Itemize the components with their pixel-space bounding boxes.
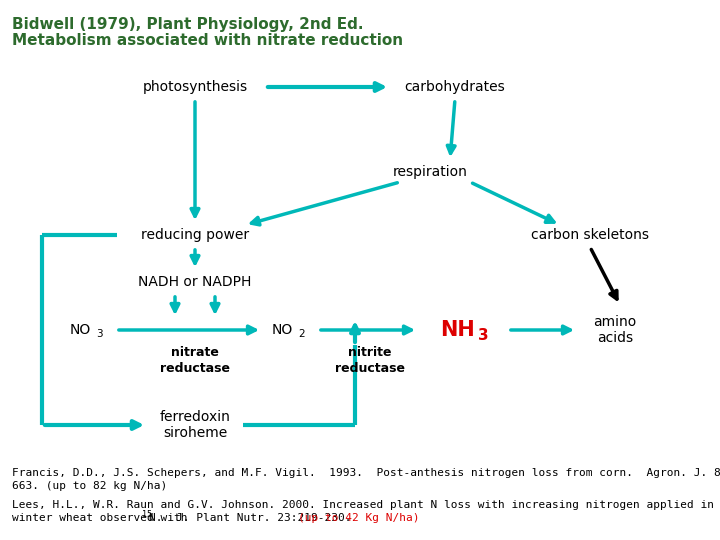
- Text: NADH or NADPH: NADH or NADPH: [138, 275, 252, 289]
- Text: reducing power: reducing power: [141, 228, 249, 242]
- Text: Francis, D.D., J.S. Schepers, and M.F. Vigil.  1993.  Post-anthesis nitrogen los: Francis, D.D., J.S. Schepers, and M.F. V…: [12, 468, 720, 478]
- Text: reductase: reductase: [160, 361, 230, 375]
- Text: photosynthesis: photosynthesis: [143, 80, 248, 94]
- Text: carbohydrates: carbohydrates: [405, 80, 505, 94]
- Text: acids: acids: [597, 331, 633, 345]
- Text: siroheme: siroheme: [163, 426, 227, 440]
- Text: carbon skeletons: carbon skeletons: [531, 228, 649, 242]
- Text: Bidwell (1979), Plant Physiology, 2nd Ed.: Bidwell (1979), Plant Physiology, 2nd Ed…: [12, 17, 364, 32]
- Text: NO: NO: [272, 323, 293, 337]
- Text: NH: NH: [440, 320, 474, 340]
- Text: 663. (up to 82 kg N/ha): 663. (up to 82 kg N/ha): [12, 481, 167, 491]
- Text: reductase: reductase: [335, 361, 405, 375]
- Text: 2: 2: [298, 329, 305, 339]
- Text: nitrite: nitrite: [348, 346, 392, 359]
- Text: amino: amino: [593, 315, 636, 329]
- Text: 3: 3: [96, 329, 103, 339]
- Text: respiration: respiration: [392, 165, 467, 179]
- Text: nitrate: nitrate: [171, 346, 219, 359]
- Text: Metabolism associated with nitrate reduction: Metabolism associated with nitrate reduc…: [12, 33, 403, 48]
- Text: 15: 15: [142, 510, 152, 519]
- Text: winter wheat observed with: winter wheat observed with: [12, 513, 194, 523]
- Text: N.  J. Plant Nutr. 23:219-230.: N. J. Plant Nutr. 23:219-230.: [149, 513, 358, 523]
- Text: 3: 3: [478, 327, 489, 342]
- Text: Lees, H.L., W.R. Raun and G.V. Johnson. 2000. Increased plant N loss with increa: Lees, H.L., W.R. Raun and G.V. Johnson. …: [12, 500, 714, 510]
- Text: ferredoxin: ferredoxin: [160, 410, 230, 424]
- Text: (up to 42 Kg N/ha): (up to 42 Kg N/ha): [297, 513, 419, 523]
- Text: NO: NO: [70, 323, 91, 337]
